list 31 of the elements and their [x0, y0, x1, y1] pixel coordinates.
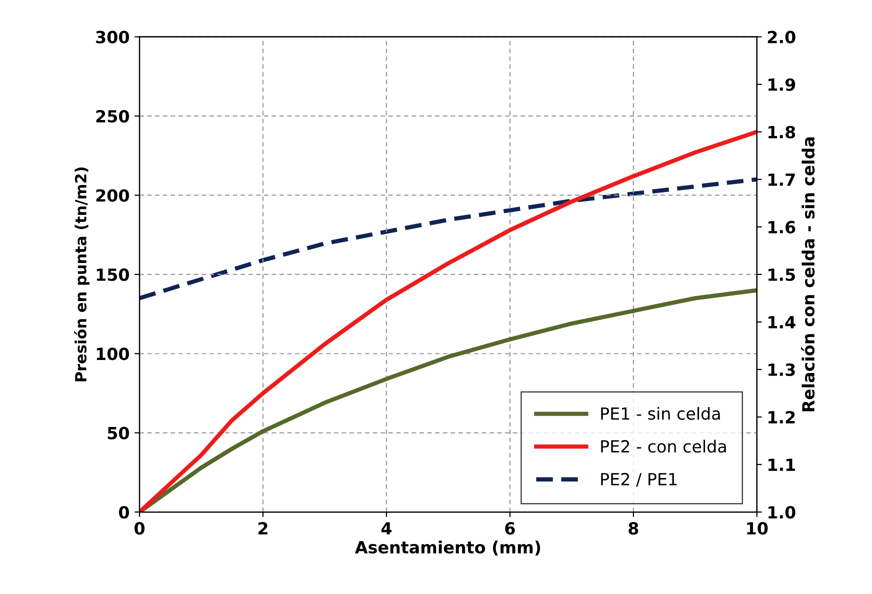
y-axis-title: Presión en punta (tn/m2) — [74, 167, 90, 382]
legend-label: PE2 - con celda — [601, 440, 726, 453]
x-tick-label: 2 — [258, 522, 268, 534]
y2-axis-title: Relación con celda - sin celda — [801, 137, 815, 412]
legend-label: PE1 - sin celda — [601, 406, 720, 420]
y2-tick-label: 1.3 — [768, 363, 795, 376]
y2-tick-label: 1.9 — [768, 78, 796, 91]
y2-tick-label: 1.6 — [768, 220, 796, 234]
line-series — [140, 177, 757, 300]
x-tick-label: 4 — [381, 522, 392, 534]
y2-tick-label: 1.7 — [768, 174, 795, 186]
y-tick-label: 300 — [96, 30, 129, 44]
y2-tick-label: 1.1 — [768, 458, 795, 471]
x-tick-label: 10 — [747, 522, 768, 535]
y2-tick-label: 1.4 — [768, 316, 796, 328]
y2-tick-label: 2.0 — [768, 30, 796, 44]
x-axis-title: Asentamiento (mm) — [354, 540, 540, 556]
y2-tick-label: 1.5 — [768, 268, 795, 281]
x-tick-label: 0 — [134, 522, 145, 535]
y-tick-label: 50 — [108, 426, 129, 440]
x-tick-label: 8 — [628, 522, 638, 535]
legend-label: PE2 / PE1 — [601, 472, 677, 487]
y-tick-label: 0 — [119, 506, 129, 519]
y-tick-label: 100 — [96, 348, 129, 360]
y2-tick-label: 1.8 — [768, 126, 796, 138]
y2-tick-label: 1.0 — [768, 506, 796, 519]
y-tick-label: 250 — [96, 110, 129, 123]
x-tick-label: 6 — [505, 522, 515, 535]
y2-tick-label: 1.2 — [768, 410, 795, 424]
y-tick-label: 200 — [96, 189, 129, 202]
y-tick-label: 150 — [96, 268, 129, 281]
